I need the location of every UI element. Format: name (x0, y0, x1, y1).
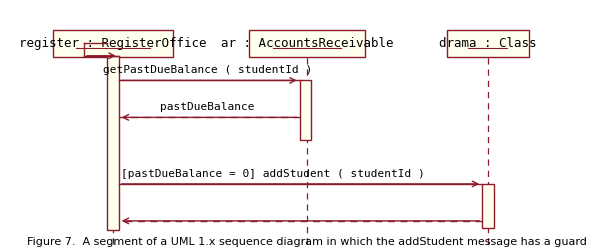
Text: [pastDueBalance = 0] addStudent ( studentId ): [pastDueBalance = 0] addStudent ( studen… (121, 169, 425, 179)
Text: register : RegisterOffice: register : RegisterOffice (19, 37, 207, 50)
Bar (107, 56, 119, 230)
Text: drama : Class: drama : Class (439, 37, 537, 50)
Text: pastDueBalance: pastDueBalance (160, 103, 255, 112)
Text: Figure 7.  A segment of a UML 1.x sequence diagram in which the addStudent messa: Figure 7. A segment of a UML 1.x sequenc… (27, 237, 587, 247)
Text: getPastDueBalance ( studentId ): getPastDueBalance ( studentId ) (103, 66, 312, 76)
Bar (300, 80, 311, 140)
Bar (447, 30, 529, 57)
Bar (53, 30, 173, 57)
Text: ar : AccountsReceivable: ar : AccountsReceivable (221, 37, 393, 50)
Bar (249, 30, 365, 57)
Bar (482, 184, 494, 228)
